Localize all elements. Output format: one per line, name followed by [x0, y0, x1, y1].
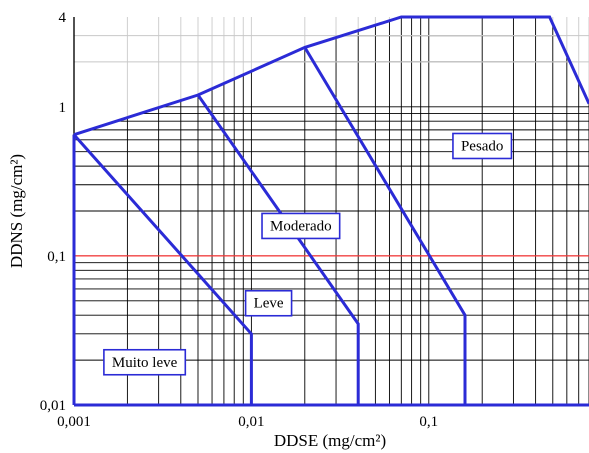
series-line-2	[196, 94, 360, 405]
region-labels: Muito leve Leve Moderado Pesado	[103, 132, 513, 376]
y-tick-label-1: 0,1	[47, 249, 66, 265]
region-label-0: Muito leve	[112, 355, 178, 371]
region-box-2	[261, 212, 341, 240]
region-box-0	[103, 348, 187, 376]
y-tick-label-3: 4	[59, 10, 67, 26]
region-label-3: Pesado	[461, 138, 504, 154]
envelope-mask	[74, 15, 589, 135]
region-label-2: Moderado	[270, 218, 332, 234]
x-axis-label: DDSE (mg/cm²)	[274, 431, 386, 450]
x-tick-label-2: 0,1	[419, 414, 438, 430]
y-tick-label-0: 0,01	[40, 398, 66, 414]
x-tick-label-0: 0,001	[57, 414, 91, 430]
grid	[73, 15, 589, 407]
y-tick-label-2: 1	[59, 100, 67, 116]
boundary-lines	[72, 15, 589, 405]
y-axis-label: DDNS (mg/cm²)	[7, 154, 26, 268]
series-line-0	[73, 15, 589, 137]
region-box-3	[452, 132, 513, 160]
region-box-1	[244, 289, 293, 317]
tick-labels: 0,001 0,01 0,10,010,114	[40, 10, 438, 430]
region-label-1: Leve	[254, 296, 284, 312]
series-line-3	[303, 46, 467, 405]
series-line-1	[72, 133, 253, 405]
x-tick-label-1: 0,01	[238, 414, 264, 430]
